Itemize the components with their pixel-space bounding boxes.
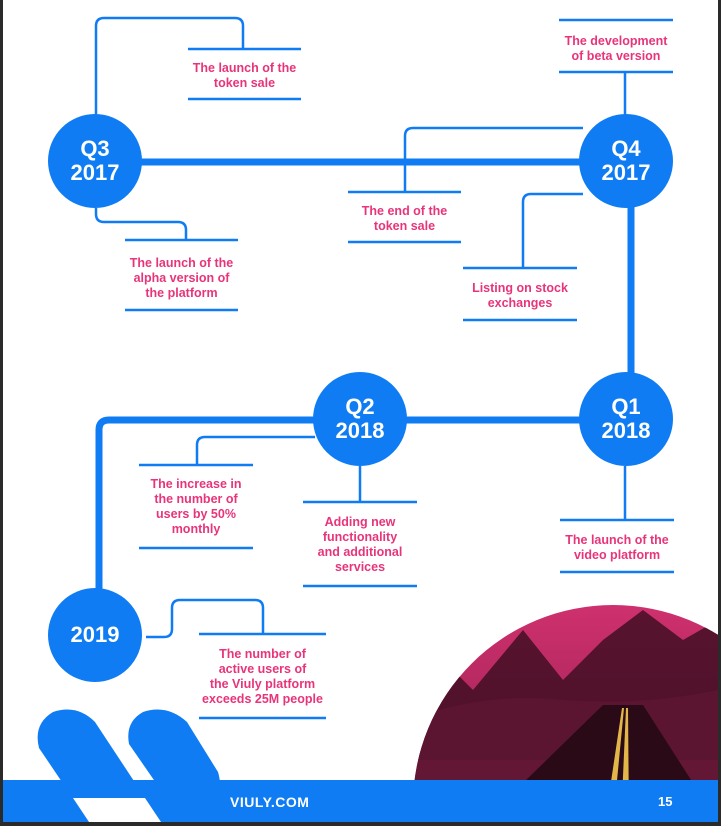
event-beta-development: The development of beta version (564, 34, 668, 63)
footer-brand[interactable]: VIULY.COM (230, 794, 310, 810)
milestone-q3-2017: Q3 2017 (48, 114, 142, 208)
milestone-period: Q4 (611, 136, 641, 161)
event-active-users: The number of active users of the Viuly … (202, 647, 323, 706)
milestone-period: Q3 (80, 136, 110, 161)
event-user-increase: The increase in the number of users by 5… (150, 477, 242, 536)
milestone-year: 2017 (601, 160, 651, 185)
event-stock-listing: Listing on stock exchanges (472, 281, 568, 310)
event-token-sale-launch: The launch of the token sale (192, 61, 297, 90)
roadmap-page: Q3 2017 Q4 2017 Q1 2018 Q2 2018 2019 The… (3, 0, 718, 822)
milestone-period: Q1 (611, 394, 641, 419)
event-video-platform-launch: The launch of the video platform (565, 533, 669, 562)
milestone-q1-2018: Q1 2018 (579, 372, 673, 466)
footer-bar (3, 780, 718, 822)
event-alpha-launch: The launch of the alpha version of the p… (129, 256, 234, 300)
milestone-year: 2019 (70, 622, 120, 647)
milestone-q4-2017: Q4 2017 (579, 114, 673, 208)
event-new-functionality: Adding new functionality and additional … (317, 515, 403, 574)
milestone-q2-2018: Q2 2018 (313, 372, 407, 466)
page-number: 15 (658, 794, 673, 809)
milestone-year: 2018 (601, 418, 651, 443)
milestone-period: Q2 (345, 394, 375, 419)
milestone-year: 2017 (70, 160, 120, 185)
event-token-sale-end: The end of the token sale (361, 204, 448, 233)
milestone-year: 2018 (335, 418, 385, 443)
milestone-2019: 2019 (48, 588, 142, 682)
